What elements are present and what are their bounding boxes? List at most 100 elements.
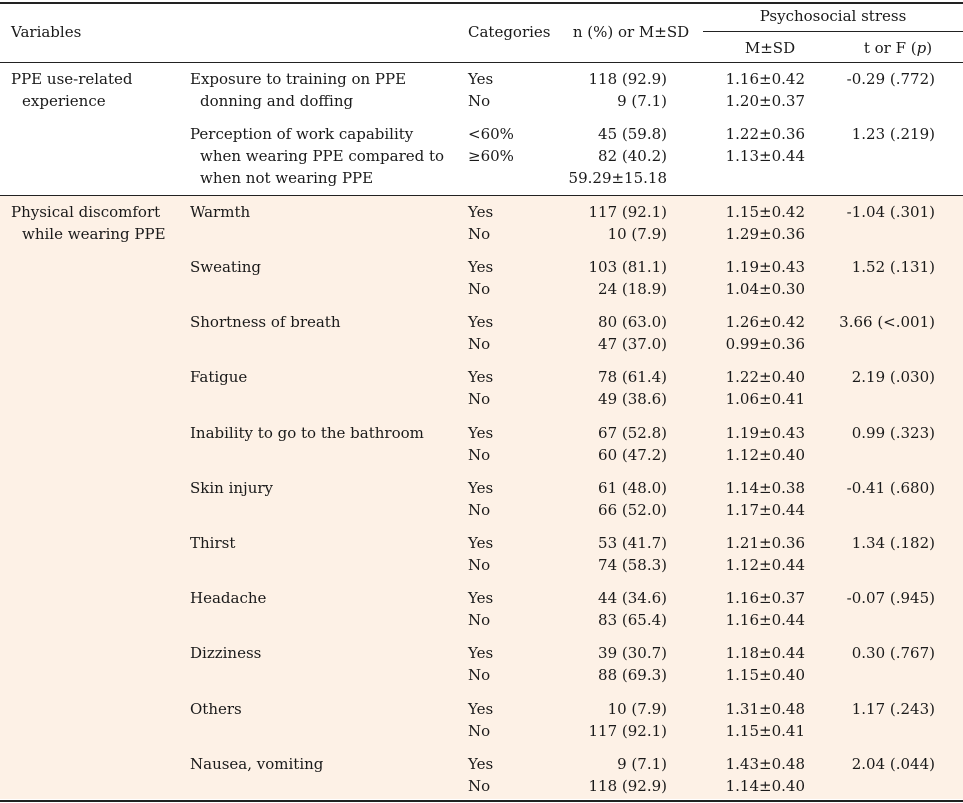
header-rule: [0, 62, 963, 63]
n-value: 10 (7.9): [607, 225, 667, 243]
category-label: Yes: [468, 644, 494, 662]
stat-value: 2.19 (.030): [851, 368, 935, 386]
n-value: 60 (47.2): [598, 446, 667, 464]
msd-value: 1.17±0.44: [725, 501, 805, 519]
msd-value: 1.06±0.41: [725, 390, 805, 408]
n-value: 61 (48.0): [598, 479, 667, 497]
msd-value: 1.12±0.40: [725, 446, 805, 464]
n-value: 24 (18.9): [598, 280, 667, 298]
msd-value: 0.99±0.36: [725, 335, 805, 353]
category-label: No: [468, 280, 491, 298]
variable-label: Headache: [190, 589, 267, 607]
category-label: ≥60%: [468, 147, 514, 165]
msd-value: 1.43±0.48: [725, 755, 805, 773]
header-categories: Categories: [468, 23, 551, 41]
msd-value: 1.12±0.44: [725, 556, 805, 574]
category-label: Yes: [468, 368, 494, 386]
n-value: 10 (7.9): [607, 700, 667, 718]
section-background: [0, 196, 963, 799]
msd-value: 1.19±0.43: [725, 258, 805, 276]
msd-value: 1.16±0.42: [725, 70, 805, 88]
n-value: 80 (63.0): [598, 313, 667, 331]
msd-value: 1.16±0.44: [725, 611, 805, 629]
n-value: 103 (81.1): [588, 258, 667, 276]
category-label: No: [468, 666, 491, 684]
variable-label: Exposure to training on PPE: [190, 70, 407, 88]
category-label: Yes: [468, 479, 494, 497]
n-value: 88 (69.3): [598, 666, 667, 684]
n-value: 49 (38.6): [598, 390, 667, 408]
n-value: 118 (92.9): [588, 70, 667, 88]
category-label: Yes: [468, 755, 494, 773]
n-value: 45 (59.8): [598, 125, 667, 143]
variable-label: Sweating: [190, 258, 262, 276]
n-value: 117 (92.1): [588, 203, 667, 221]
stat-value: 0.99 (.323): [851, 424, 935, 442]
variable-label: Perception of work capability: [190, 125, 414, 143]
category-label: Yes: [468, 313, 494, 331]
msd-value: 1.15±0.41: [725, 722, 805, 740]
stat-value: -0.41 (.680): [846, 479, 935, 497]
n-value: 66 (52.0): [598, 501, 667, 519]
variable-label: Inability to go to the bathroom: [190, 424, 424, 442]
category-label: Yes: [468, 700, 494, 718]
category-label: Yes: [468, 203, 494, 221]
header-n-pct: n (%) or M±SD: [572, 23, 690, 41]
variable-label: Thirst: [190, 534, 236, 552]
msd-value: 1.21±0.36: [725, 534, 805, 552]
stat-value: -1.04 (.301): [846, 203, 935, 221]
msd-value: 1.19±0.43: [725, 424, 805, 442]
variable-label: Others: [190, 700, 242, 718]
stat-value: 1.34 (.182): [851, 534, 935, 552]
n-value: 74 (58.3): [598, 556, 667, 574]
n-value: 9 (7.1): [617, 755, 667, 773]
category-label: No: [468, 722, 491, 740]
msd-value: 1.16±0.37: [725, 589, 805, 607]
section-divider: [0, 195, 963, 196]
variable-label: Shortness of breath: [190, 313, 341, 331]
n-value: 78 (61.4): [598, 368, 667, 386]
header-p-italic: p: [916, 39, 927, 57]
header-msd: M±SD: [744, 39, 796, 57]
stat-value: -0.07 (.945): [846, 589, 935, 607]
category-label: No: [468, 777, 491, 795]
msd-value: 1.15±0.40: [725, 666, 805, 684]
n-value: 9 (7.1): [617, 92, 667, 110]
msd-value: 1.22±0.36: [725, 125, 805, 143]
category-label: No: [468, 446, 491, 464]
stat-value: 1.17 (.243): [851, 700, 935, 718]
bottom-rule: [0, 800, 963, 802]
category-label: No: [468, 92, 491, 110]
variable-label: Fatigue: [190, 368, 248, 386]
section-label: experience: [22, 92, 106, 110]
n-value: 39 (30.7): [598, 644, 667, 662]
category-label: No: [468, 225, 491, 243]
category-label: No: [468, 556, 491, 574]
category-label: <60%: [468, 125, 514, 143]
header-t-or-f: t or F (p): [863, 39, 933, 57]
msd-value: 1.29±0.36: [725, 225, 805, 243]
header-psychosocial-stress: Psychosocial stress: [759, 7, 907, 25]
category-label: No: [468, 611, 491, 629]
n-value: 67 (52.8): [598, 424, 667, 442]
category-label: No: [468, 390, 491, 408]
top-rule: [0, 2, 963, 4]
category-label: Yes: [468, 589, 494, 607]
variable-label: Warmth: [190, 203, 251, 221]
n-value: 82 (40.2): [598, 147, 667, 165]
category-label: No: [468, 335, 491, 353]
section-label: while wearing PPE: [22, 225, 166, 243]
msd-value: 1.13±0.44: [725, 147, 805, 165]
msd-value: 1.20±0.37: [725, 92, 805, 110]
n-value: 44 (34.6): [598, 589, 667, 607]
variable-label: Skin injury: [190, 479, 274, 497]
msd-value: 1.31±0.48: [725, 700, 805, 718]
variable-label: donning and doffing: [200, 92, 354, 110]
stat-value: 2.04 (.044): [851, 755, 935, 773]
category-label: Yes: [468, 258, 494, 276]
n-value: 117 (92.1): [588, 722, 667, 740]
msd-value: 1.18±0.44: [725, 644, 805, 662]
msd-value: 1.26±0.42: [725, 313, 805, 331]
stat-value: 0.30 (.767): [851, 644, 935, 662]
n-value: 53 (41.7): [598, 534, 667, 552]
